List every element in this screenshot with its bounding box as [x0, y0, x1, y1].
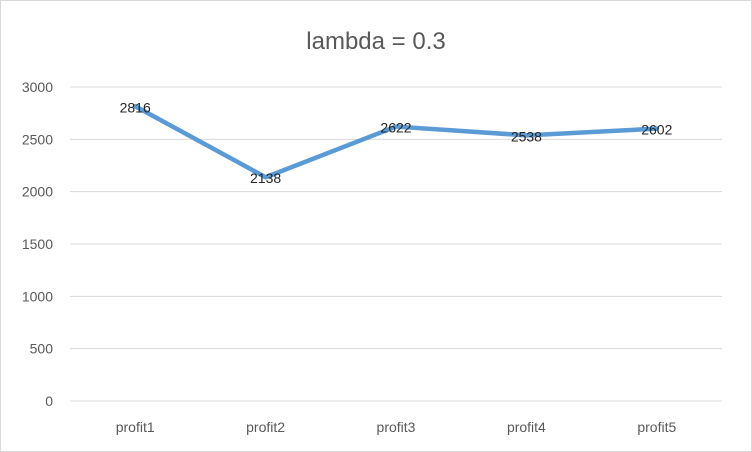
- data-label: 2138: [250, 170, 281, 186]
- x-tick-label: profit5: [637, 419, 676, 435]
- series-layer: [132, 104, 660, 180]
- y-tick-label: 500: [30, 341, 54, 357]
- x-tick-label: profit3: [377, 419, 416, 435]
- gridlines: [70, 86, 722, 402]
- x-tick-label: profit1: [116, 419, 155, 435]
- x-tick-label: profit2: [246, 419, 285, 435]
- x-axis-tick-labels: profit1 profit2 profit3 profit4 profit5: [116, 419, 677, 435]
- series-line-0: [132, 104, 660, 180]
- data-label: 2602: [641, 122, 672, 138]
- y-tick-label: 0: [45, 393, 53, 409]
- y-axis-tick-labels: 0 500 1000 1500 2000 2500 3000: [22, 79, 53, 409]
- y-tick-label: 2000: [22, 184, 53, 200]
- y-tick-label: 1500: [22, 236, 53, 252]
- y-tick-label: 1000: [22, 288, 53, 304]
- data-label: 2538: [511, 128, 542, 144]
- x-tick-label: profit4: [507, 419, 546, 435]
- data-labels: 2816 2138 2622 2538 2602: [120, 99, 673, 186]
- data-label: 2622: [380, 120, 411, 136]
- data-label: 2816: [120, 99, 151, 115]
- chart-title: lambda = 0.3: [306, 28, 445, 55]
- y-tick-label: 2500: [22, 131, 53, 147]
- y-tick-label: 3000: [22, 79, 53, 95]
